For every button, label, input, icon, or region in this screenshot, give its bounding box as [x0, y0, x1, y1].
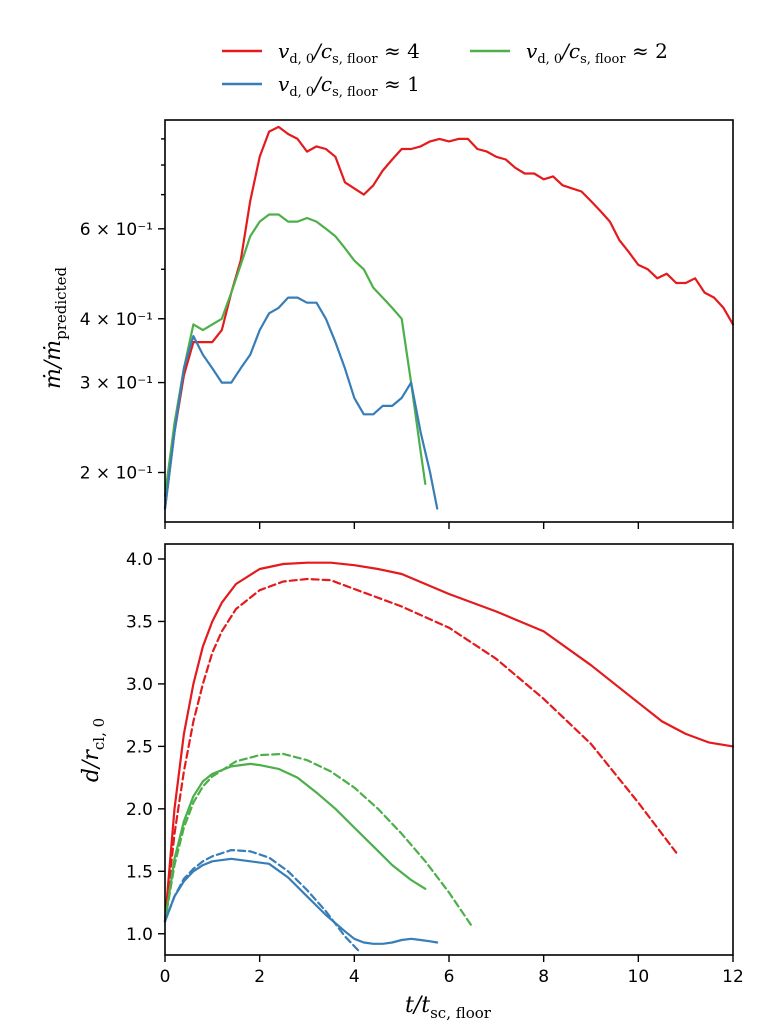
bottom-series-line-blue-dashed [163, 848, 361, 953]
bottom-xtick-label-1: 2 [254, 967, 265, 987]
bottom-xtick-label-2: 4 [349, 967, 360, 987]
top-ytick-label-1: 3 × 10⁻¹ [80, 374, 153, 394]
top-tick-group: 2 × 10⁻¹ 3 × 10⁻¹ 4 × 10⁻¹ 6 × 10⁻¹ [80, 138, 734, 529]
bottom-ytick-label-4: 3.0 [126, 675, 153, 695]
bottom-xlabel: t/tsc, floor [405, 993, 492, 1022]
bottom-series-line-green-dashed [163, 752, 474, 929]
top-series-group [163, 125, 735, 510]
bottom-series-line-blue-solid [163, 857, 439, 945]
bottom-ytick-label-1: 1.5 [126, 862, 153, 882]
top-ytick-label-2: 4 × 10⁻¹ [80, 310, 153, 330]
top-ytick-label-3: 6 × 10⁻¹ [80, 220, 153, 240]
top-series-line-blue [163, 296, 439, 510]
legend-label-red: vd, 0/cs, floor ≈ 4 [278, 39, 420, 67]
bottom-tick-group: 1.0 1.5 2.0 2.5 3.0 3.5 4.0 0 2 4 6 8 10 12 [126, 550, 744, 987]
legend-label-blue: vd, 0/cs, floor ≈ 1 [278, 72, 420, 100]
bottom-ytick-label-0: 1.0 [126, 925, 153, 945]
top-panel: 2 × 10⁻¹ 3 × 10⁻¹ 4 × 10⁻¹ 6 × 10⁻¹ ṁ/ṁpred… [41, 119, 735, 529]
legend: vd, 0/cs, floor ≈ 4 vd, 0/cs, floor ≈ 2 … [222, 39, 668, 100]
legend-label-green: vd, 0/cs, floor ≈ 2 [526, 39, 668, 67]
bottom-series-line-green-solid [163, 762, 427, 923]
top-series-line-red [163, 125, 735, 510]
bottom-ytick-label-5: 3.5 [126, 612, 153, 632]
bottom-ytick-label-6: 4.0 [126, 550, 153, 570]
bottom-ylabel: d/rcl, 0 [79, 718, 108, 782]
bottom-xtick-label-4: 8 [538, 967, 549, 987]
top-ylabel: ṁ/ṁpredicted [41, 267, 70, 389]
top-plot-frame [164, 119, 734, 523]
bottom-xtick-label-3: 6 [444, 967, 455, 987]
top-ytick-label-0: 2 × 10⁻¹ [80, 464, 153, 484]
bottom-xtick-label-5: 10 [628, 967, 650, 987]
bottom-plot-frame [164, 543, 734, 956]
bottom-xtick-label-6: 12 [722, 967, 744, 987]
bottom-ytick-label-2: 2.0 [126, 800, 153, 820]
bottom-series-group [163, 561, 735, 953]
bottom-xtick-label-0: 0 [160, 967, 171, 987]
top-series-line-green [163, 213, 427, 497]
bottom-series-line-red-dashed [163, 577, 678, 923]
bottom-series-line-red-solid [163, 561, 735, 923]
bottom-panel: 1.01.52.02.53.03.54.00 2 4 6 8 10 12 d/rcl, 0 … [79, 543, 744, 1022]
bottom-ytick-label-3: 2.5 [126, 737, 153, 757]
